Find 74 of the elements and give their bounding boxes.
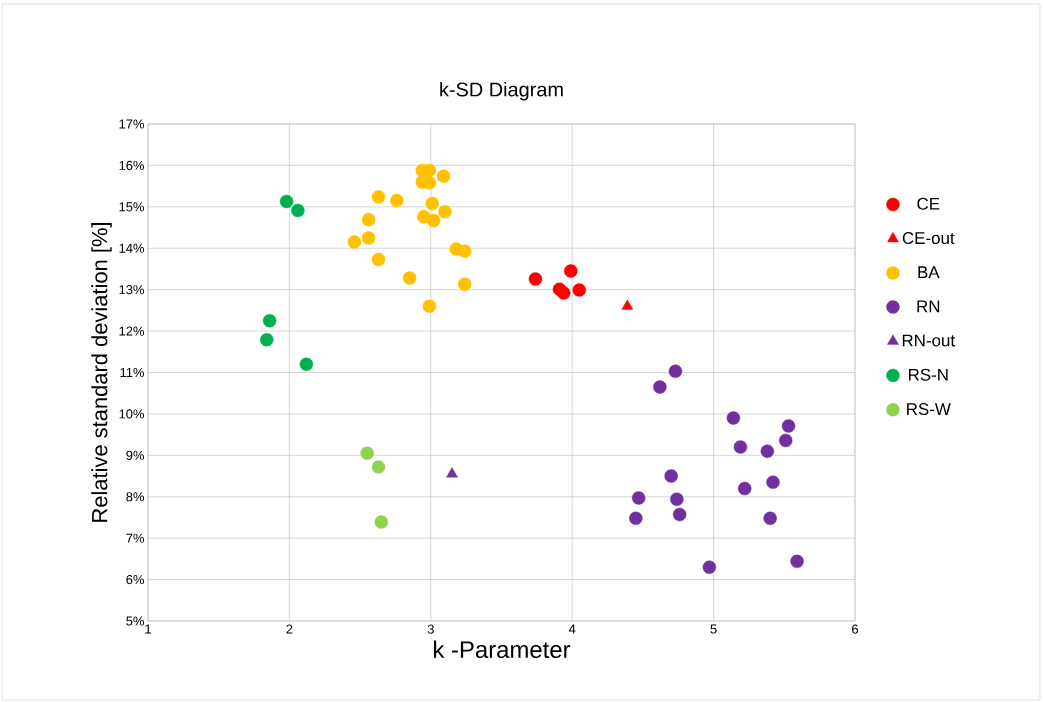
chart-title: k-SD Diagram	[440, 81, 563, 101]
legend-label: CE-out	[902, 232, 955, 245]
point	[702, 560, 717, 574]
point	[790, 554, 804, 569]
point	[668, 364, 683, 378]
point	[670, 492, 684, 506]
point	[374, 515, 389, 529]
y-tick-label: 8%	[126, 492, 145, 502]
point	[299, 357, 314, 371]
y-tick-label: 5%	[126, 616, 145, 626]
point	[766, 475, 780, 489]
x-tick-label: 5	[710, 624, 717, 634]
legend-label: RS-N	[908, 368, 948, 381]
x-tick-label: 4	[568, 624, 576, 634]
point	[653, 380, 667, 394]
point	[360, 446, 374, 460]
point	[733, 440, 748, 454]
point	[422, 299, 437, 313]
y-tick-label: 9%	[126, 450, 145, 460]
point	[726, 411, 741, 425]
point	[426, 213, 441, 228]
point	[361, 231, 376, 245]
point	[458, 277, 472, 291]
point	[361, 212, 376, 227]
x-tick-label: 6	[852, 624, 859, 634]
x-axis-title: k -Parameter	[434, 640, 571, 659]
point	[390, 193, 404, 208]
point	[438, 205, 452, 219]
point	[291, 203, 305, 218]
x-tick-label: 3	[427, 624, 434, 634]
point	[631, 491, 646, 505]
y-tick-label: 15%	[119, 202, 145, 212]
y-tick-label: 16%	[119, 160, 145, 170]
x-tick-label: 1	[145, 624, 151, 634]
y-tick-label: 6%	[126, 574, 145, 585]
point	[564, 264, 578, 278]
point	[763, 511, 777, 525]
legend-label: RS-W	[907, 403, 951, 416]
point	[528, 272, 543, 286]
point	[371, 190, 386, 204]
y-tick-label: 13%	[119, 285, 145, 295]
y-tick-label: 11%	[120, 367, 145, 378]
y-axis-title: Relative standard deviation [%]	[91, 223, 112, 522]
y-tick-label: 17%	[119, 119, 145, 129]
legend-label: BA	[918, 266, 940, 279]
legend-label: CE	[917, 197, 940, 210]
y-tick-label: 10%	[119, 409, 145, 419]
point	[672, 507, 687, 522]
point	[621, 299, 634, 310]
point	[557, 286, 571, 300]
point	[371, 252, 386, 267]
point	[664, 469, 678, 483]
point	[760, 444, 775, 458]
point	[779, 433, 793, 448]
point	[262, 314, 277, 328]
point	[781, 419, 796, 433]
point	[436, 169, 451, 183]
point	[458, 244, 472, 258]
point	[279, 194, 294, 209]
point	[446, 467, 458, 478]
legend-label: RN	[917, 300, 940, 313]
point	[572, 283, 586, 297]
point	[347, 235, 362, 249]
y-tick-label: 12%	[119, 326, 145, 336]
point	[260, 333, 274, 347]
point	[425, 196, 439, 211]
point	[738, 481, 752, 496]
point	[629, 511, 643, 525]
y-tick-label: 7%	[126, 533, 145, 543]
legend-label: RN-out	[902, 334, 955, 347]
point	[371, 460, 386, 474]
x-tick-label: 2	[286, 624, 293, 634]
point	[402, 271, 417, 285]
y-tick-label: 14%	[119, 243, 145, 253]
